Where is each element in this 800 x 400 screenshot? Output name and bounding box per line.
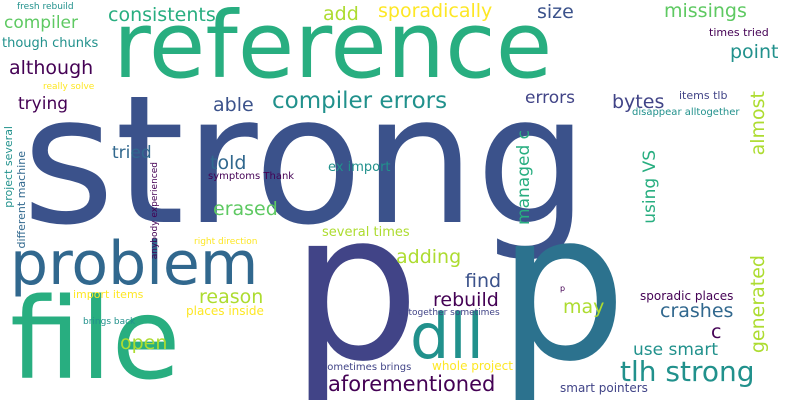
word-trying: trying bbox=[18, 96, 68, 113]
word-times-tried: times tried bbox=[709, 27, 769, 38]
word-almost: almost bbox=[749, 91, 768, 155]
word-places-inside: places inside bbox=[186, 305, 264, 317]
word-sometimes-brings: sometimes brings bbox=[322, 363, 411, 373]
word-crashes: crashes bbox=[660, 302, 733, 321]
word-import-items: import items bbox=[73, 289, 143, 300]
word-fresh-rebuild: fresh rebuild bbox=[17, 3, 74, 12]
word-aforementioned: aforementioned bbox=[328, 374, 495, 395]
word-right-direction: right direction bbox=[194, 238, 257, 247]
word-generated: generated bbox=[749, 255, 768, 353]
word-different-machine: different machine bbox=[16, 151, 27, 249]
word-managed-c: managed c bbox=[516, 130, 533, 225]
word-missings: missings bbox=[664, 2, 747, 21]
word-consistents: consistents bbox=[108, 6, 216, 25]
word-smart-pointers: smart pointers bbox=[560, 382, 648, 394]
word-p-small: p bbox=[560, 285, 565, 293]
word-size: size bbox=[537, 3, 574, 22]
word-able: able bbox=[213, 96, 254, 115]
word-though-chunks: though chunks bbox=[2, 37, 98, 50]
word-disappear-alltogether: disappear alltogether bbox=[632, 108, 739, 118]
word-compiler: compiler bbox=[4, 15, 78, 32]
word-although: although bbox=[9, 59, 93, 78]
word-items-tlb: items tlb bbox=[679, 90, 727, 101]
word-compiler-errors: compiler errors bbox=[272, 90, 447, 113]
word-symptoms-thank: symptoms Thank bbox=[208, 172, 294, 182]
word-may: may bbox=[563, 298, 604, 317]
word-adding: adding bbox=[396, 248, 461, 267]
word-tried: tried bbox=[112, 145, 152, 162]
word-erased: erased bbox=[213, 200, 278, 219]
word-sporadic-places: sporadic places bbox=[640, 290, 733, 302]
word-whole-project: whole project bbox=[432, 360, 513, 372]
word-ex-import: ex import bbox=[328, 161, 391, 174]
word-use-smart: use smart bbox=[633, 342, 718, 359]
word-really-solve: really solve bbox=[43, 83, 94, 92]
word-open: open bbox=[120, 334, 167, 353]
word-alltogether-sometimes: alltogether sometimes bbox=[398, 309, 500, 318]
word-errors: errors bbox=[525, 90, 575, 107]
word-p: p bbox=[290, 186, 420, 391]
word-point: point bbox=[730, 43, 778, 62]
word-several-times: several times bbox=[322, 226, 410, 239]
word-project-several: project several bbox=[3, 126, 14, 208]
word-brings-back: brings back bbox=[83, 318, 135, 327]
word-using-vs: using VS bbox=[642, 150, 659, 224]
word-add: add bbox=[323, 5, 359, 24]
word-anybody-experienced: anybody experienced bbox=[151, 162, 160, 259]
word-sporadically: sporadically bbox=[378, 2, 492, 21]
